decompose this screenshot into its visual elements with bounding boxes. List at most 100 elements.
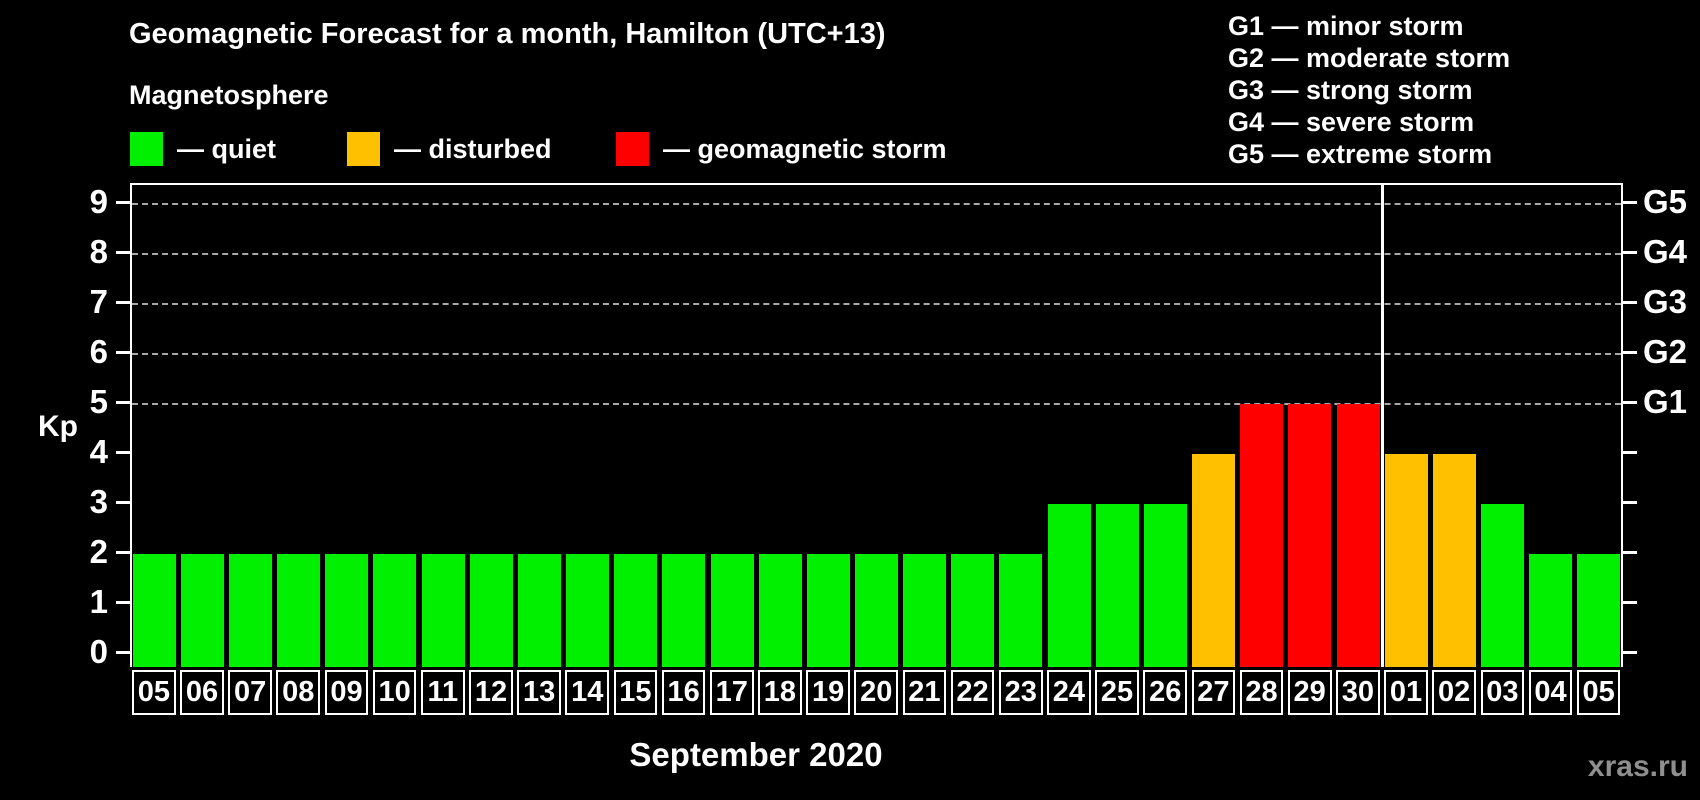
kp-bar-day-05 [1577,554,1621,667]
g-scale-legend: G1 — minor storm G2 — moderate storm G3 … [1228,10,1510,170]
kp-bar-day-02 [1432,454,1476,667]
date-cell-18: 18 [758,670,802,715]
g-axis-label-g2: G2 [1643,333,1688,370]
kp-bar-day-01 [1384,454,1428,667]
month-separator [1380,185,1384,667]
date-cell-06: 06 [180,670,224,715]
date-cell-07: 07 [228,670,272,715]
kp-bar-day-05 [132,554,176,667]
date-cell-24: 24 [1047,670,1091,715]
kp-bar-day-10 [373,554,417,667]
y-axis-tick-left-6 [116,351,130,354]
y-axis-tick-left-9 [116,201,130,204]
date-cell-23: 23 [998,670,1043,715]
kp-bar-day-25 [1095,504,1139,667]
kp-bar-day-04 [1529,554,1573,667]
date-cell-04: 04 [1528,670,1573,715]
date-cell-27: 27 [1191,670,1236,715]
kp-bar-day-12 [469,554,513,667]
y-axis-tick-left-0 [116,651,130,654]
kp-bar-day-26 [1143,504,1187,667]
legend-item-quiet: — quiet [130,132,276,166]
date-cell-25: 25 [1095,670,1139,715]
kp-bar-day-18 [758,554,802,667]
y-axis-tick-right-9 [1623,201,1637,204]
kp-bar-day-13 [517,554,561,667]
grid-line-kp7 [132,303,1621,305]
disturbed-color-swatch [347,132,380,166]
y-axis-label-1: 1 [89,583,108,620]
kp-bar-day-28 [1240,404,1284,667]
grid-line-kp5 [132,403,1621,405]
g-axis-label-g1: G1 [1643,383,1688,420]
date-cell-22: 22 [950,670,995,715]
kp-bar-day-29 [1288,404,1332,667]
kp-bar-day-11 [421,554,465,667]
y-axis-tick-left-4 [116,451,130,454]
date-cell-29: 29 [1287,670,1332,715]
y-axis-tick-left-5 [116,401,130,404]
y-axis-tick-left-2 [116,551,130,554]
y-axis-tick-right-8 [1623,251,1637,254]
y-axis-label-6: 6 [89,333,108,370]
date-cell-12: 12 [469,670,513,715]
date-cell-03: 03 [1480,670,1525,715]
kp-bar-day-17 [710,554,754,667]
kp-bar-day-09 [325,554,369,667]
y-axis-label-3: 3 [89,483,108,520]
y-axis-label-9: 9 [89,183,108,220]
g4-legend-line: G4 — severe storm [1228,107,1475,137]
y-axis-tick-right-5 [1623,401,1637,404]
g-axis-label-g4: G4 [1643,233,1688,270]
y-axis-tick-right-3 [1623,501,1637,504]
plot-area [130,183,1623,667]
legend-item-disturbed: — disturbed [347,132,552,166]
kp-bar-day-21 [903,554,947,667]
date-cell-16: 16 [661,670,706,715]
date-cell-11: 11 [420,670,465,715]
g-axis-label-g5: G5 [1643,183,1688,220]
kp-bar-day-19 [806,554,850,667]
date-cell-21: 21 [902,670,947,715]
kp-bar-day-24 [1047,504,1091,667]
date-cell-09: 09 [324,670,369,715]
legend-item-storm: — geomagnetic storm [616,132,947,166]
y-axis-tick-right-4 [1623,451,1637,454]
y-axis-tick-right-7 [1623,301,1637,304]
y-axis-tick-right-0 [1623,651,1637,654]
y-axis-tick-left-3 [116,501,130,504]
g-axis-label-g3: G3 [1643,283,1688,320]
legend-label-disturbed: — disturbed [394,133,552,164]
y-axis-label-8: 8 [89,233,108,270]
g5-legend-line: G5 — extreme storm [1228,139,1493,169]
y-axis-tick-right-2 [1623,551,1637,554]
kp-bar-day-14 [566,554,610,667]
date-cell-05: 05 [1576,670,1621,715]
grid-line-kp8 [132,253,1621,255]
date-cell-20: 20 [854,670,899,715]
kp-bar-day-20 [855,554,898,667]
kp-bar-day-22 [951,554,995,667]
y-axis-title: Kp [38,410,78,443]
watermark-text: xras.ru [1587,750,1688,783]
y-axis-label-0: 0 [89,633,108,670]
kp-bar-day-08 [277,554,321,667]
magnetosphere-heading: Magnetosphere [129,80,329,110]
legend-label-quiet: — quiet [177,133,276,164]
y-axis-tick-right-6 [1623,351,1637,354]
y-axis-label-4: 4 [89,433,108,470]
date-cell-05: 05 [132,670,176,715]
date-cell-08: 08 [276,670,321,715]
kp-bar-day-16 [662,554,706,667]
date-cell-01: 01 [1384,670,1428,715]
kp-bar-day-27 [1192,454,1236,667]
kp-bar-day-03 [1481,504,1525,667]
y-axis-label-2: 2 [89,533,108,570]
grid-line-kp9 [132,203,1621,205]
g1-legend-line: G1 — minor storm [1228,11,1464,41]
kp-bar-day-30 [1336,404,1380,667]
y-axis-tick-left-1 [116,601,130,604]
date-cell-13: 13 [517,670,561,715]
y-axis-tick-right-1 [1623,601,1637,604]
date-cell-19: 19 [806,670,850,715]
